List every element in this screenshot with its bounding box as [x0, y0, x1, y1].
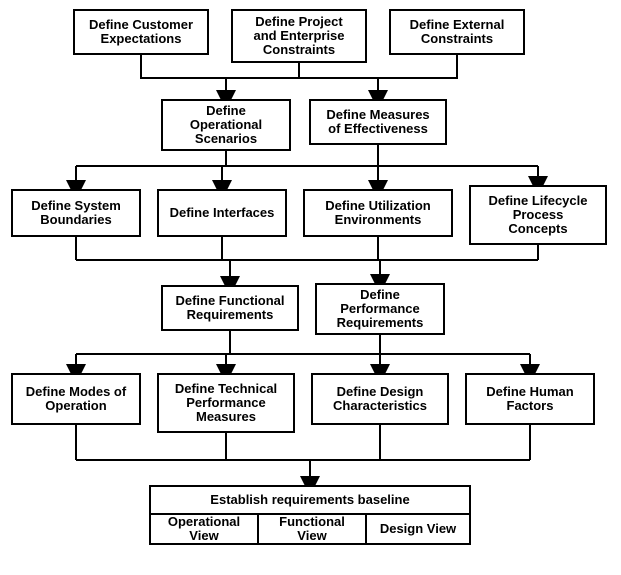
flow-node-n13: Define TechnicalPerformanceMeasures	[158, 374, 294, 432]
flow-node-n7: Define Interfaces	[158, 190, 286, 236]
flow-node-n19: Design View	[366, 514, 470, 544]
flowchart-svg: Define CustomerExpectations Define Projec…	[0, 0, 621, 575]
node-label: Define Projectand EnterpriseConstraints	[253, 14, 344, 57]
flow-node-n16: Establish requirements baseline	[150, 486, 470, 514]
node-label: Define SystemBoundaries	[31, 198, 121, 227]
flow-node-n5: Define Measuresof Effectiveness	[310, 100, 446, 144]
flow-node-n1: Define CustomerExpectations	[74, 10, 208, 54]
flow-node-n15: Define HumanFactors	[466, 374, 594, 424]
flow-node-n18: FunctionalView	[258, 514, 366, 544]
node-label: Define DesignCharacteristics	[333, 384, 427, 413]
node-label: Define FunctionalRequirements	[175, 293, 284, 322]
flow-node-n12: Define Modes ofOperation	[12, 374, 140, 424]
flow-node-n14: Define DesignCharacteristics	[312, 374, 448, 424]
node-label: Define Interfaces	[170, 205, 275, 220]
flow-node-n2: Define Projectand EnterpriseConstraints	[232, 10, 366, 62]
flow-node-n4: DefineOperationalScenarios	[162, 100, 290, 150]
flow-node-n8: Define UtilizationEnvironments	[304, 190, 452, 236]
flow-node-n3: Define ExternalConstraints	[390, 10, 524, 54]
node-label: Define UtilizationEnvironments	[325, 198, 431, 227]
flow-node-n17: OperationalView	[150, 514, 258, 544]
flow-node-n6: Define SystemBoundaries	[12, 190, 140, 236]
node-label: Define CustomerExpectations	[89, 17, 193, 46]
node-label: Design View	[380, 521, 457, 536]
node-label: Define Measuresof Effectiveness	[326, 107, 429, 136]
node-label: Establish requirements baseline	[210, 492, 409, 507]
flow-node-n10: Define FunctionalRequirements	[162, 286, 298, 330]
node-label: Define ExternalConstraints	[410, 17, 505, 46]
flow-node-n11: DefinePerformanceRequirements	[316, 284, 444, 334]
flow-node-n9: Define LifecycleProcessConcepts	[470, 186, 606, 244]
